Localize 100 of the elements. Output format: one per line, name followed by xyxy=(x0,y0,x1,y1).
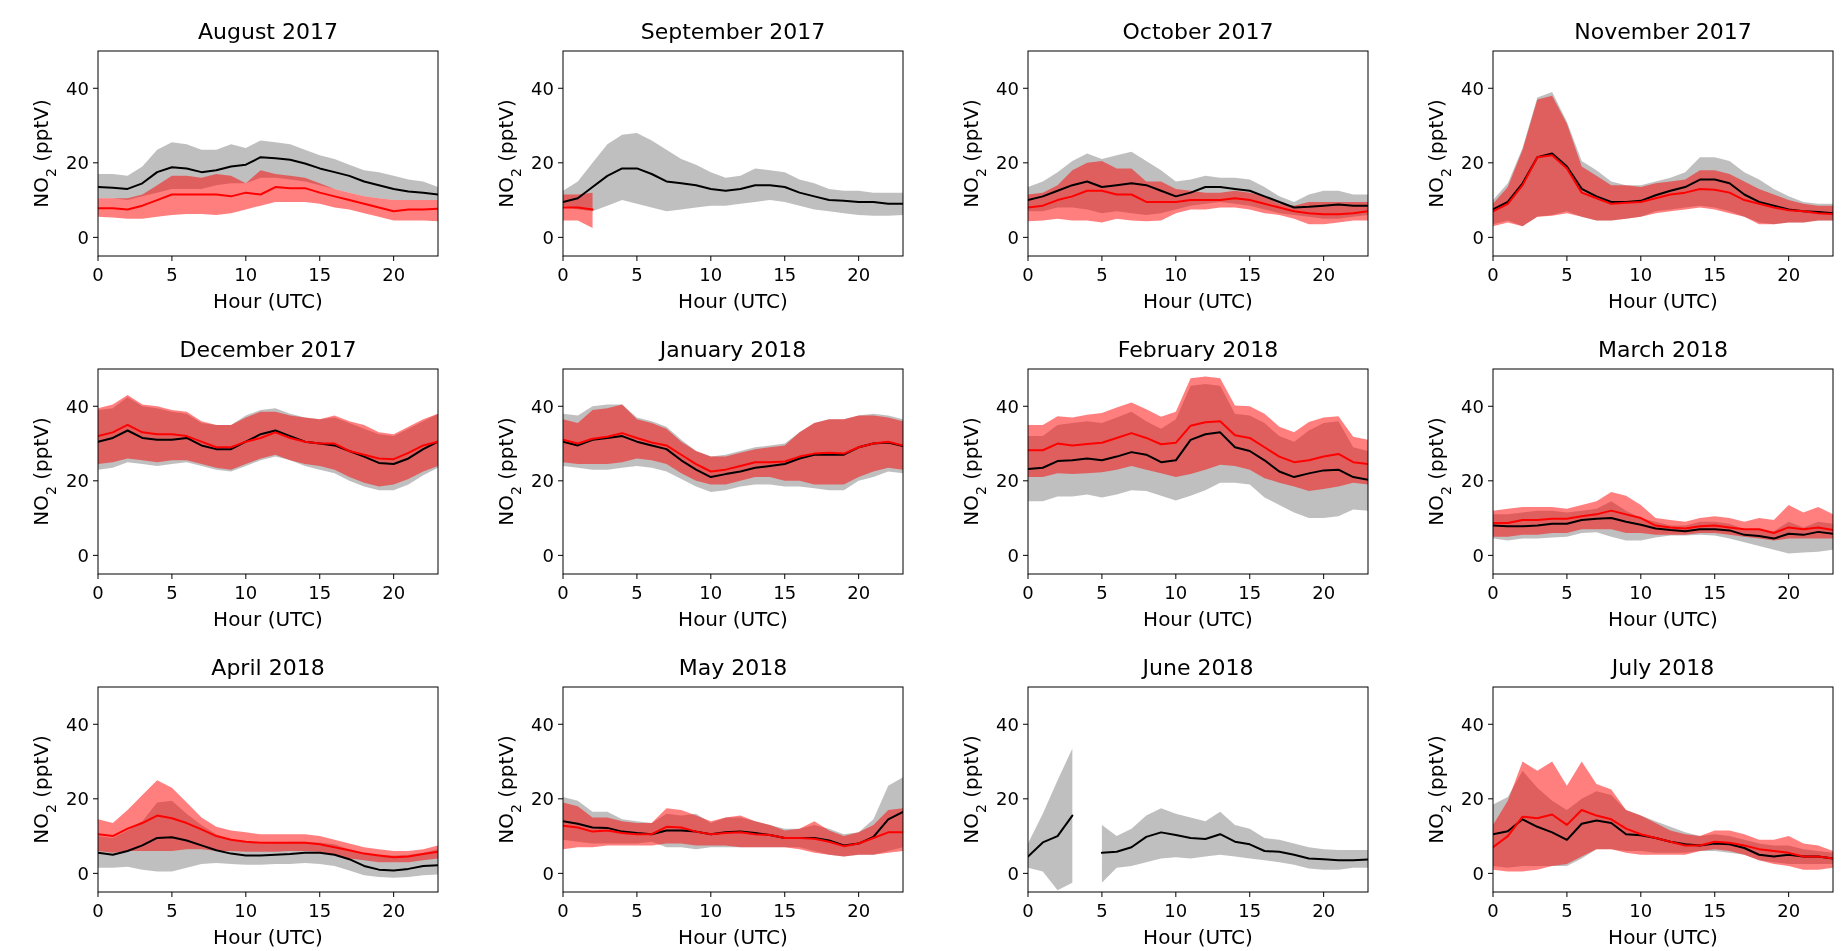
x-tick-label: 5 xyxy=(166,264,178,285)
line-series xyxy=(1493,509,1833,534)
x-tick-label: 15 xyxy=(773,264,797,285)
x-tick-label: 10 xyxy=(699,582,723,603)
y-tick-label: 20 xyxy=(1461,788,1484,810)
line-series xyxy=(98,814,438,859)
y-tick-label: 20 xyxy=(1461,152,1484,174)
y-tick-label: 40 xyxy=(996,395,1019,417)
x-tick-label: 15 xyxy=(1238,582,1262,603)
x-tick-label: 15 xyxy=(1238,264,1262,285)
y-tick-label: 40 xyxy=(531,77,554,99)
y-tick-label: 40 xyxy=(996,713,1019,735)
line-series xyxy=(563,824,903,848)
x-tick-label: 0 xyxy=(92,582,104,603)
x-axis-title: Hour (UTC) xyxy=(213,607,323,631)
x-tick-label: 20 xyxy=(1777,264,1801,285)
y-tick-label: 20 xyxy=(996,788,1019,810)
x-axis-title: Hour (UTC) xyxy=(1143,289,1253,313)
line-series xyxy=(1028,189,1368,216)
x-tick-label: 10 xyxy=(1164,264,1188,285)
x-tick-label: 20 xyxy=(382,582,406,603)
x-tick-label: 20 xyxy=(1312,582,1336,603)
chart-title: August 2017 xyxy=(198,19,338,44)
y-tick-label: 40 xyxy=(1461,395,1484,417)
y-tick-label: 0 xyxy=(1472,226,1484,248)
y-tick-label: 0 xyxy=(1007,544,1019,566)
x-tick-label: 0 xyxy=(1022,264,1034,285)
y-tick-label: 0 xyxy=(1472,862,1484,884)
chart-title: February 2018 xyxy=(1117,337,1279,362)
y-tick-label: 0 xyxy=(77,226,89,248)
x-axis-title: Hour (UTC) xyxy=(213,925,323,949)
x-axis-title: Hour (UTC) xyxy=(213,289,323,313)
y-tick-label: 0 xyxy=(542,226,554,248)
y-tick-label: 20 xyxy=(66,788,89,810)
x-axis-title: Hour (UTC) xyxy=(1143,607,1253,631)
x-tick-label: 0 xyxy=(1022,582,1034,603)
x-tick-label: 15 xyxy=(308,900,332,921)
x-tick-label: 0 xyxy=(92,264,104,285)
x-tick-label: 20 xyxy=(382,900,406,921)
x-tick-label: 20 xyxy=(847,900,871,921)
x-tick-label: 10 xyxy=(1629,582,1653,603)
line-series xyxy=(563,432,903,473)
chart-title: November 2017 xyxy=(1574,19,1752,44)
x-tick-label: 5 xyxy=(166,900,178,921)
line-series xyxy=(1493,809,1833,860)
line-series xyxy=(98,423,438,461)
y-tick-label: 20 xyxy=(996,152,1019,174)
y-tick-label: 40 xyxy=(1461,77,1484,99)
y-tick-label: 0 xyxy=(1472,544,1484,566)
chart-title: April 2018 xyxy=(211,655,325,680)
x-tick-label: 10 xyxy=(234,582,258,603)
x-axis-title: Hour (UTC) xyxy=(678,607,788,631)
x-tick-label: 20 xyxy=(1777,900,1801,921)
y-tick-label: 0 xyxy=(77,544,89,566)
y-tick-label: 20 xyxy=(531,470,554,492)
chart-title: June 2018 xyxy=(1140,655,1254,680)
x-tick-label: 10 xyxy=(1629,900,1653,921)
chart-title: September 2017 xyxy=(640,19,826,44)
x-tick-label: 20 xyxy=(847,582,871,603)
y-tick-label: 40 xyxy=(531,713,554,735)
x-tick-label: 15 xyxy=(1238,900,1262,921)
y-tick-label: 40 xyxy=(531,395,554,417)
x-tick-label: 0 xyxy=(557,264,569,285)
x-tick-label: 5 xyxy=(631,264,643,285)
y-tick-label: 0 xyxy=(1007,226,1019,248)
x-tick-label: 5 xyxy=(631,900,643,921)
x-tick-label: 10 xyxy=(699,900,723,921)
chart-title: December 2017 xyxy=(179,337,357,362)
y-tick-label: 20 xyxy=(531,788,554,810)
line-series xyxy=(1028,420,1368,466)
x-tick-label: 15 xyxy=(308,264,332,285)
y-tick-label: 40 xyxy=(996,77,1019,99)
x-tick-label: 0 xyxy=(92,900,104,921)
x-tick-label: 15 xyxy=(1703,900,1727,921)
x-tick-label: 20 xyxy=(1312,900,1336,921)
x-tick-label: 20 xyxy=(847,264,871,285)
line-series xyxy=(98,186,438,213)
x-tick-label: 10 xyxy=(1164,900,1188,921)
x-tick-label: 0 xyxy=(557,582,569,603)
x-tick-label: 20 xyxy=(1777,582,1801,603)
x-tick-label: 15 xyxy=(1703,264,1727,285)
x-tick-label: 15 xyxy=(773,900,797,921)
y-tick-label: 0 xyxy=(1007,862,1019,884)
y-tick-label: 20 xyxy=(996,470,1019,492)
chart-title: March 2018 xyxy=(1597,337,1729,362)
chart-title: July 2018 xyxy=(1609,655,1715,680)
x-axis-title: Hour (UTC) xyxy=(678,289,788,313)
x-tick-label: 5 xyxy=(631,582,643,603)
x-axis-title: Hour (UTC) xyxy=(1608,607,1718,631)
x-tick-label: 20 xyxy=(382,264,406,285)
x-tick-label: 5 xyxy=(1096,264,1108,285)
x-tick-label: 10 xyxy=(699,264,723,285)
x-axis-title: Hour (UTC) xyxy=(1608,925,1718,949)
y-tick-label: 40 xyxy=(66,713,89,735)
x-tick-label: 5 xyxy=(1561,900,1573,921)
y-tick-label: 0 xyxy=(542,544,554,566)
x-tick-label: 5 xyxy=(1561,264,1573,285)
chart-title: May 2018 xyxy=(678,655,788,680)
chart-title: October 2017 xyxy=(1122,19,1274,44)
x-tick-label: 5 xyxy=(1561,582,1573,603)
